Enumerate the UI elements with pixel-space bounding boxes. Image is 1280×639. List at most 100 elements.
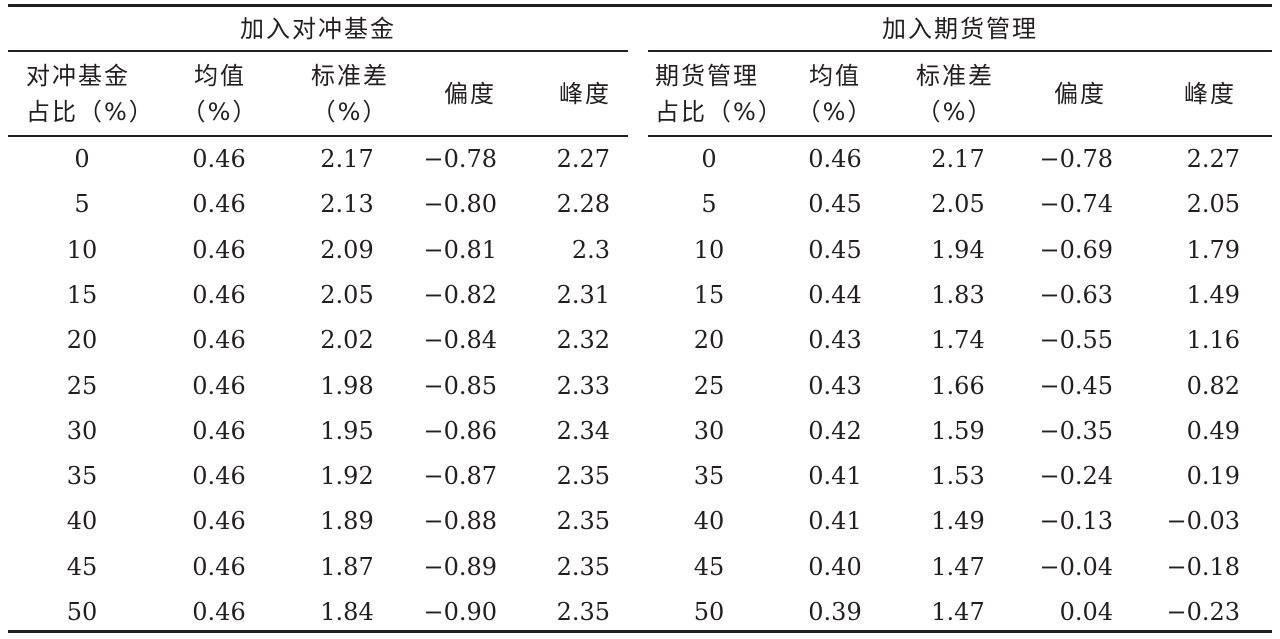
cell-futures-ratio: 5 <box>701 190 717 219</box>
cell-futures-ratio: 35 <box>693 462 725 491</box>
cell-skewness-right: −0.78 <box>1039 145 1113 173</box>
cell-stddev-left: 2.05 <box>320 280 374 309</box>
cell-skewness-left: −0.81 <box>423 235 497 264</box>
cell-stddev-right: 1.49 <box>931 507 985 536</box>
cell-mean-right: 0.45 <box>808 235 862 264</box>
cell-stddev-left: 1.98 <box>320 371 374 400</box>
cell-stddev-right: 2.17 <box>931 145 985 173</box>
cell-skewness-right: −0.04 <box>1039 552 1113 581</box>
cell-kurtosis-right: −0.23 <box>1166 598 1240 626</box>
cell-skewness-left: −0.88 <box>423 507 497 536</box>
cell-stddev-right: 1.47 <box>931 598 985 626</box>
cell-skewness-left: −0.90 <box>423 598 497 626</box>
cell-stddev-left: 2.02 <box>320 326 374 355</box>
cell-skewness-right: −0.35 <box>1039 416 1113 445</box>
cell-stddev-left: 1.95 <box>320 416 374 445</box>
cell-mean-left: 0.46 <box>192 280 246 309</box>
cell-kurtosis-right: 2.05 <box>1186 190 1240 219</box>
cell-mean-left: 0.46 <box>192 326 246 355</box>
cell-kurtosis-left: 2.32 <box>556 326 610 355</box>
cell-kurtosis-left: 2.33 <box>556 371 610 400</box>
cell-mean-left: 0.46 <box>192 371 246 400</box>
cell-hedge-ratio: 50 <box>66 598 98 626</box>
cell-futures-ratio: 45 <box>693 552 725 581</box>
cell-stddev-right: 2.05 <box>931 190 985 219</box>
cell-stddev-right: 1.83 <box>931 280 985 309</box>
cell-mean-right: 0.46 <box>808 145 862 173</box>
group-title-hedge-fund: 加入对冲基金 <box>240 15 396 43</box>
group-rule-right <box>648 50 1272 52</box>
cell-mean-left: 0.46 <box>192 145 246 173</box>
cell-futures-ratio: 40 <box>693 507 725 536</box>
cell-skewness-right: −0.69 <box>1039 235 1113 264</box>
header-stddev-right: 标准差 （%） <box>900 56 1010 132</box>
cell-mean-right: 0.43 <box>808 326 862 355</box>
cell-hedge-ratio: 35 <box>66 462 98 491</box>
header-line: 标准差 <box>311 62 389 90</box>
cell-hedge-ratio: 25 <box>66 371 98 400</box>
cell-kurtosis-right: 1.79 <box>1186 235 1240 264</box>
header-kurtosis-left: 峰度 <box>540 56 630 132</box>
header-hedge-fund-ratio: 对冲基金 占比（%） <box>26 56 166 132</box>
header-futures-ratio: 期货管理 占比（%） <box>655 56 795 132</box>
cell-stddev-right: 1.53 <box>931 462 985 491</box>
cell-mean-right: 0.42 <box>808 416 862 445</box>
cell-kurtosis-left: 2.35 <box>556 507 610 536</box>
cell-skewness-right: −0.63 <box>1039 280 1113 309</box>
header-line: （%） <box>181 98 259 126</box>
cell-hedge-ratio: 0 <box>74 145 90 173</box>
cell-futures-ratio: 50 <box>693 598 725 626</box>
cell-kurtosis-right: 2.27 <box>1186 145 1240 173</box>
group-rule-left <box>8 50 628 52</box>
cell-skewness-left: −0.84 <box>423 326 497 355</box>
header-rule-right <box>648 135 1272 137</box>
cell-mean-right: 0.41 <box>808 462 862 491</box>
cell-futures-ratio: 10 <box>693 235 725 264</box>
cell-skewness-right: −0.55 <box>1039 326 1113 355</box>
cell-skewness-right: −0.24 <box>1039 462 1113 491</box>
cell-mean-left: 0.46 <box>192 462 246 491</box>
cell-stddev-left: 2.09 <box>320 235 374 264</box>
cell-mean-right: 0.43 <box>808 371 862 400</box>
cell-mean-right: 0.39 <box>808 598 862 626</box>
header-skewness-left: 偏度 <box>425 56 515 132</box>
top-rule <box>8 4 1272 7</box>
header-line: 对冲基金 <box>26 62 130 90</box>
cell-hedge-ratio: 20 <box>66 326 98 355</box>
cell-hedge-ratio: 10 <box>66 235 98 264</box>
cell-kurtosis-left: 2.34 <box>556 416 610 445</box>
cell-skewness-left: −0.80 <box>423 190 497 219</box>
cell-kurtosis-left: 2.27 <box>556 145 610 173</box>
header-line: 偏度 <box>444 80 496 108</box>
cell-mean-right: 0.44 <box>808 280 862 309</box>
cell-kurtosis-left: 2.3 <box>571 235 610 264</box>
header-mean-left: 均值 （%） <box>175 56 265 132</box>
header-line: 占比（%） <box>26 98 155 126</box>
cell-futures-ratio: 30 <box>693 416 725 445</box>
cell-stddev-right: 1.74 <box>931 326 985 355</box>
cell-kurtosis-left: 2.28 <box>556 190 610 219</box>
cell-skewness-left: −0.87 <box>423 462 497 491</box>
cell-kurtosis-right: 1.49 <box>1186 280 1240 309</box>
cell-kurtosis-right: −0.03 <box>1166 507 1240 536</box>
cell-kurtosis-right: 0.19 <box>1186 462 1240 491</box>
header-skewness-right: 偏度 <box>1035 56 1125 132</box>
cell-hedge-ratio: 30 <box>66 416 98 445</box>
cell-skewness-left: −0.78 <box>423 145 497 173</box>
header-line: 标准差 <box>916 62 994 90</box>
cell-kurtosis-left: 2.35 <box>556 462 610 491</box>
cell-skewness-left: −0.86 <box>423 416 497 445</box>
cell-kurtosis-right: −0.18 <box>1166 552 1240 581</box>
cell-stddev-left: 2.17 <box>320 145 374 173</box>
cell-kurtosis-right: 0.82 <box>1186 371 1240 400</box>
cell-stddev-right: 1.94 <box>931 235 985 264</box>
cell-skewness-left: −0.82 <box>423 280 497 309</box>
cell-skewness-left: −0.89 <box>423 552 497 581</box>
header-mean-right: 均值 （%） <box>790 56 880 132</box>
header-line: 峰度 <box>559 80 611 108</box>
cell-mean-right: 0.45 <box>808 190 862 219</box>
header-stddev-left: 标准差 （%） <box>295 56 405 132</box>
cell-stddev-left: 1.87 <box>320 552 374 581</box>
header-line: 峰度 <box>1184 80 1236 108</box>
